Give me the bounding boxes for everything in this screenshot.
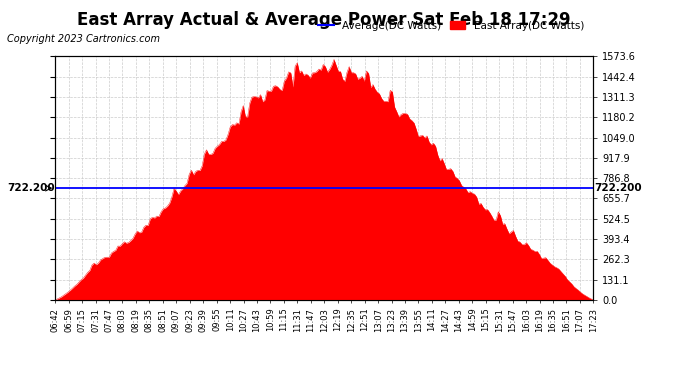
Text: 722.200: 722.200 [594,183,642,193]
Legend: Average(DC Watts), East Array(DC Watts): Average(DC Watts), East Array(DC Watts) [314,16,588,35]
Text: East Array Actual & Average Power Sat Feb 18 17:29: East Array Actual & Average Power Sat Fe… [77,11,571,29]
Text: Copyright 2023 Cartronics.com: Copyright 2023 Cartronics.com [7,34,160,44]
Text: 722.200: 722.200 [7,183,55,193]
